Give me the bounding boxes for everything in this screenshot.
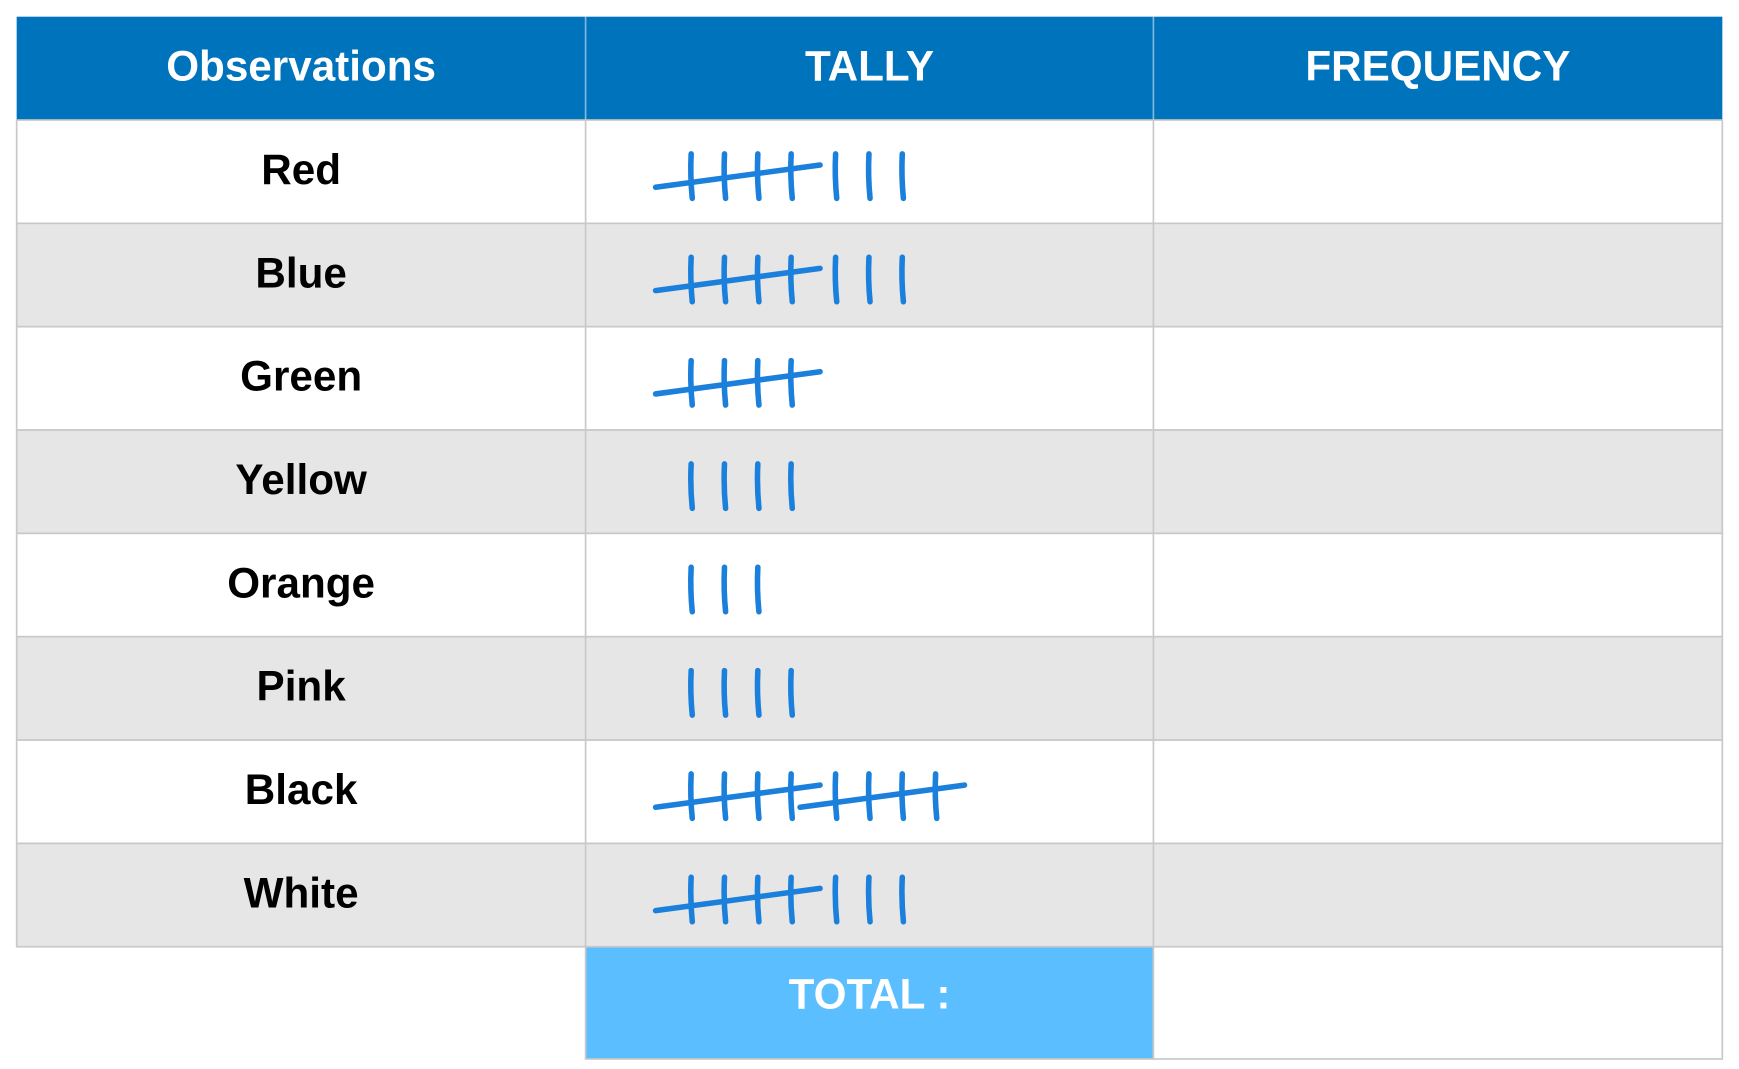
tally-stroke bbox=[832, 771, 840, 822]
total-label: TOTAL : bbox=[789, 970, 951, 1017]
header-cell: FREQUENCY bbox=[1305, 43, 1570, 90]
tally-stroke bbox=[721, 461, 729, 512]
tally-strike bbox=[652, 368, 823, 397]
tally-stroke bbox=[865, 151, 873, 202]
tally-marks bbox=[688, 564, 762, 615]
tally-stroke bbox=[721, 564, 729, 615]
tally-strike bbox=[652, 782, 823, 811]
tally-stroke bbox=[754, 564, 762, 615]
tally-stroke bbox=[688, 461, 696, 512]
tally-stroke bbox=[788, 874, 796, 925]
tally-stroke bbox=[754, 461, 762, 512]
row-label: Orange bbox=[227, 559, 375, 606]
tally-stroke bbox=[899, 151, 907, 202]
tally-strike bbox=[797, 782, 968, 811]
tally-marks bbox=[652, 874, 907, 925]
row-label: Black bbox=[245, 766, 358, 813]
tally-stroke bbox=[788, 357, 796, 408]
tally-stroke bbox=[688, 151, 696, 202]
tally-marks bbox=[652, 151, 907, 202]
row-bg bbox=[15, 532, 1724, 638]
row-label: Red bbox=[261, 146, 341, 193]
tally-stroke bbox=[932, 771, 940, 822]
tally-stroke bbox=[899, 874, 907, 925]
row-label: Pink bbox=[257, 663, 347, 710]
tally-stroke bbox=[721, 667, 729, 718]
header-cell: Observations bbox=[166, 43, 436, 90]
tally-stroke bbox=[788, 461, 796, 512]
tally-stroke bbox=[688, 771, 696, 822]
tally-stroke bbox=[788, 667, 796, 718]
tally-stroke bbox=[865, 254, 873, 305]
tally-stroke bbox=[899, 254, 907, 305]
tally-marks bbox=[652, 357, 823, 408]
tally-stroke bbox=[788, 254, 796, 305]
row-label: Green bbox=[240, 353, 362, 400]
tally-stroke bbox=[832, 151, 840, 202]
header-bg bbox=[16, 16, 1723, 121]
tally-strike bbox=[652, 265, 823, 294]
tally-stroke bbox=[788, 151, 796, 202]
tally-stroke bbox=[688, 357, 696, 408]
tally-stroke bbox=[788, 771, 796, 822]
row-bg bbox=[15, 635, 1724, 741]
tally-stroke bbox=[832, 254, 840, 305]
row-label: Blue bbox=[255, 249, 347, 296]
tally-marks bbox=[652, 771, 968, 822]
row-bg bbox=[15, 429, 1724, 535]
tally-stroke bbox=[832, 874, 840, 925]
tally-strike bbox=[652, 162, 823, 191]
total-label-bg bbox=[584, 945, 1155, 1060]
tally-stroke bbox=[865, 874, 873, 925]
tally-stroke bbox=[688, 564, 696, 615]
tally-stroke bbox=[688, 254, 696, 305]
tally-marks bbox=[652, 254, 907, 305]
total-value-cell bbox=[1152, 945, 1724, 1060]
tally-marks bbox=[688, 461, 796, 512]
tally-marks bbox=[688, 667, 796, 718]
row-label: Yellow bbox=[235, 456, 367, 503]
row-label: White bbox=[244, 869, 359, 916]
tally-stroke bbox=[688, 667, 696, 718]
header-cell: TALLY bbox=[805, 43, 934, 90]
tally-stroke bbox=[754, 667, 762, 718]
tally-stroke bbox=[688, 874, 696, 925]
tally-strike bbox=[652, 885, 823, 914]
